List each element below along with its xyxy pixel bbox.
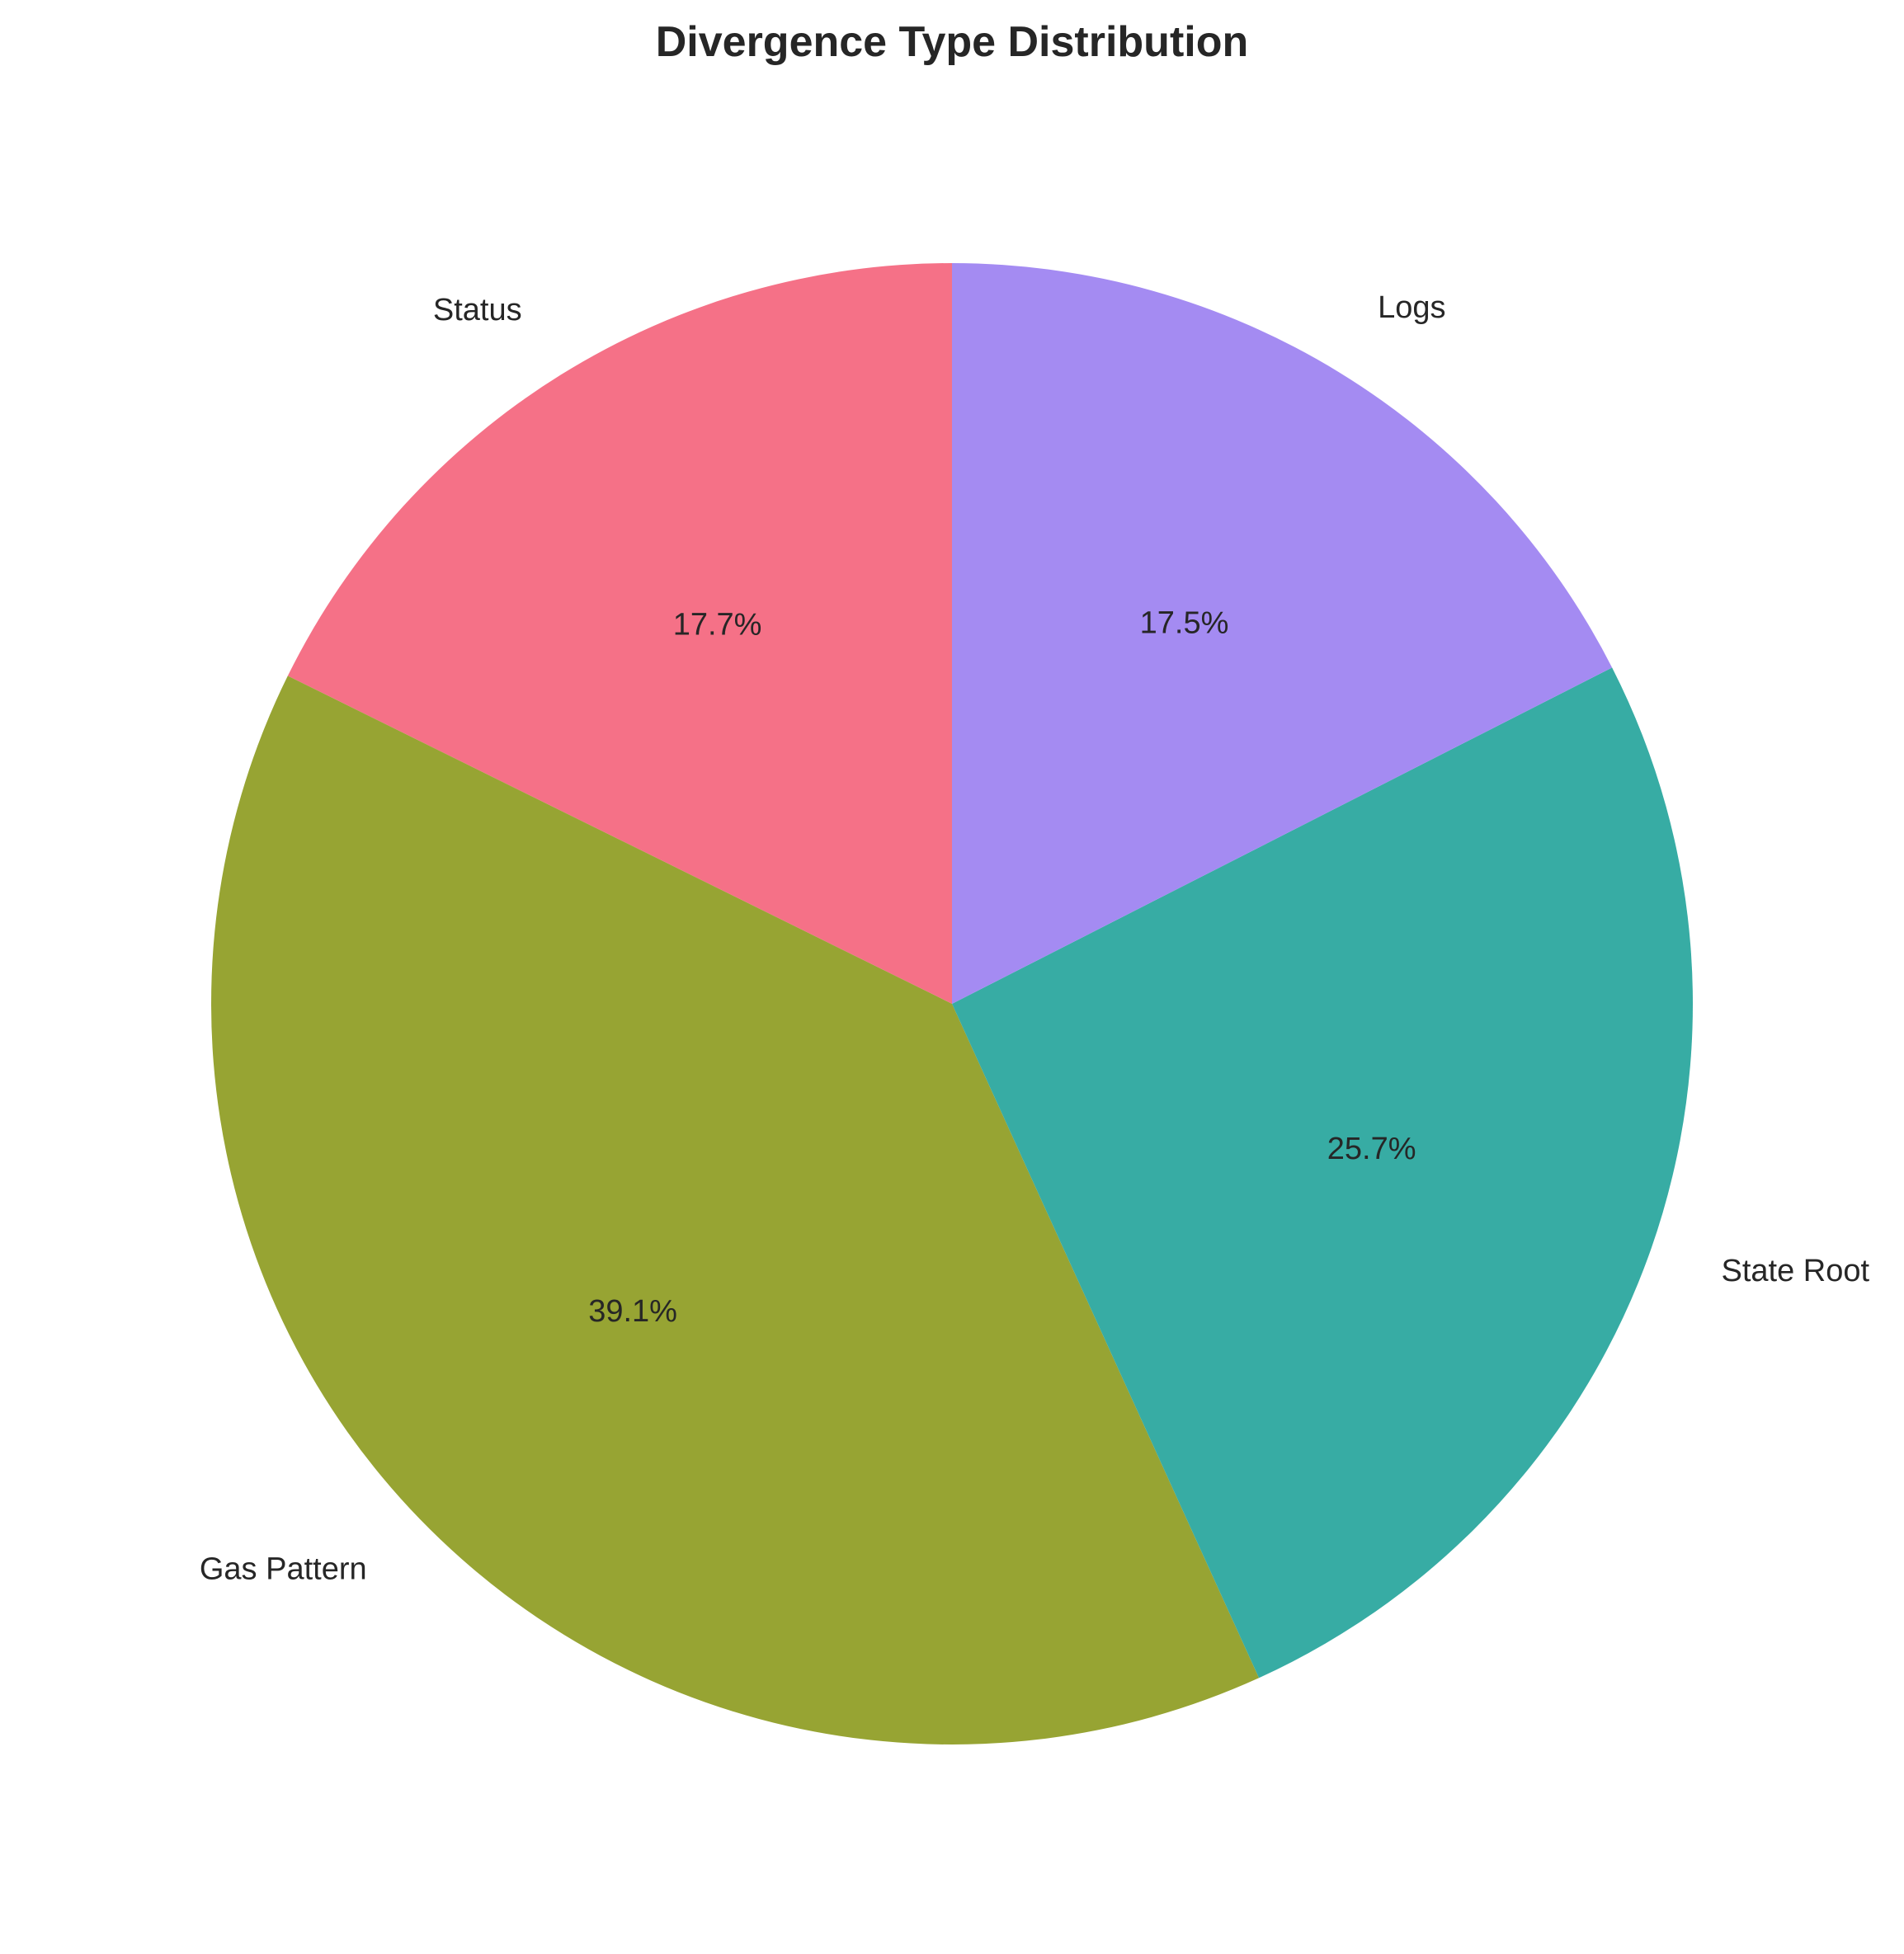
- pie-percent-labels: 17.7% 39.1% 25.7% 17.5%: [588, 606, 1416, 1329]
- slice-percent-state-root: 25.7%: [1327, 1132, 1416, 1166]
- pie-slice-logs: [952, 263, 1613, 1004]
- slice-percent-gas-pattern: 39.1%: [588, 1294, 677, 1329]
- pie-labels: Status Gas Pattern State Root Logs: [200, 290, 1870, 1587]
- chart-title: Divergence Type Distribution: [656, 18, 1249, 66]
- slice-percent-status: 17.7%: [673, 607, 762, 642]
- slice-label-logs: Logs: [1378, 290, 1445, 325]
- pie-slice-state-root: [952, 667, 1693, 1679]
- slice-label-state-root: State Root: [1722, 1254, 1870, 1288]
- pie-slice-gas-pattern: [211, 676, 1260, 1745]
- slice-label-status: Status: [433, 293, 522, 327]
- slice-percent-logs: 17.5%: [1140, 606, 1229, 641]
- slice-label-gas-pattern: Gas Pattern: [200, 1551, 367, 1586]
- pie-slice-status: [287, 263, 952, 1004]
- pie-slices: [211, 263, 1693, 1745]
